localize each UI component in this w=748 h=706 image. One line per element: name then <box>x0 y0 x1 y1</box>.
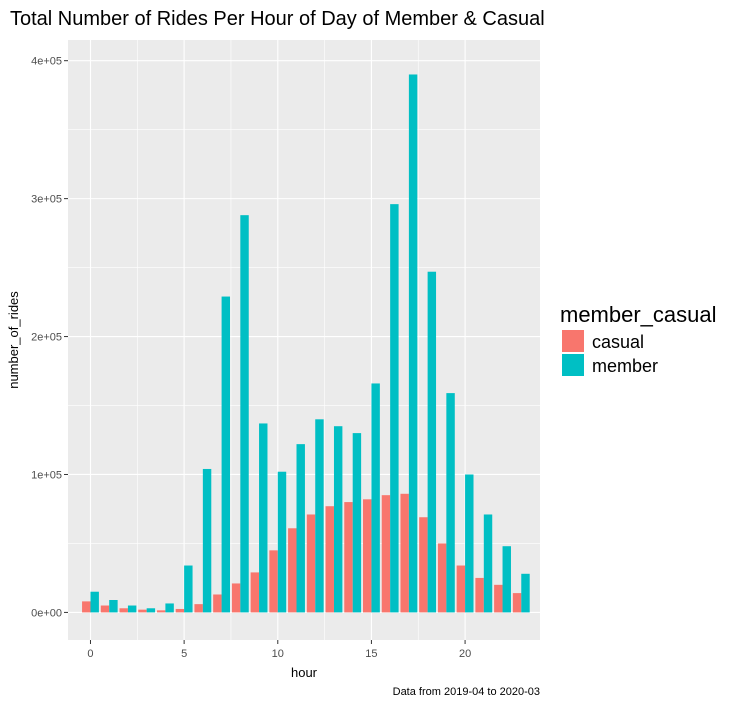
bar-casual-hour-17 <box>400 493 409 613</box>
bar-casual-hour-8 <box>231 583 241 613</box>
x-axis-title: hour <box>291 665 318 680</box>
bar-member-hour-12 <box>315 419 324 613</box>
bar-member-hour-21 <box>483 514 493 613</box>
bar-member-hour-23 <box>521 573 530 613</box>
bar-casual-hour-20 <box>456 565 466 613</box>
bars <box>82 74 530 613</box>
bar-casual-hour-23 <box>512 593 522 613</box>
bar-member-hour-5 <box>184 565 193 613</box>
legend-label-member: member <box>592 356 658 376</box>
bar-casual-hour-13 <box>325 506 334 613</box>
legend: member_casual casual member <box>560 302 717 376</box>
bar-member-hour-2 <box>127 605 137 613</box>
bar-member-hour-10 <box>277 471 287 613</box>
bar-member-hour-14 <box>352 433 362 613</box>
bar-member-hour-6 <box>202 468 212 613</box>
bar-member-hour-9 <box>259 423 268 613</box>
bar-member-hour-16 <box>390 204 399 613</box>
bar-member-hour-7 <box>221 296 231 613</box>
bar-casual-hour-21 <box>475 577 484 613</box>
bar-member-hour-19 <box>446 393 455 613</box>
bar-casual-hour-18 <box>419 517 428 613</box>
legend-swatch-casual <box>562 330 584 352</box>
legend-label-casual: casual <box>592 332 644 352</box>
legend-items: casual member <box>562 330 658 376</box>
legend-title: member_casual <box>560 302 717 327</box>
bar-member-hour-4 <box>165 603 174 613</box>
bar-casual-hour-7 <box>213 594 222 613</box>
bar-casual-hour-5 <box>175 608 185 613</box>
x-tick-label: 20 <box>459 648 471 660</box>
bar-member-hour-1 <box>109 600 118 613</box>
x-tick-label: 15 <box>365 648 377 660</box>
caption: Data from 2019-04 to 2020-03 <box>393 686 540 698</box>
bar-casual-hour-16 <box>381 495 391 613</box>
bar-member-hour-20 <box>465 474 474 613</box>
y-axis-title: number_of_rides <box>6 291 21 389</box>
bar-member-hour-17 <box>408 74 418 613</box>
legend-swatch-member <box>562 354 584 376</box>
bar-casual-hour-12 <box>306 514 316 613</box>
bar-casual-hour-14 <box>344 502 353 613</box>
bar-member-hour-11 <box>296 444 305 613</box>
x-tick-label: 5 <box>181 648 187 660</box>
y-axis: 0e+00 1e+05 2e+05 3e+05 4e+05 <box>31 56 68 619</box>
bar-casual-hour-1 <box>100 605 110 613</box>
bar-casual-hour-3 <box>138 609 147 613</box>
x-tick-label: 10 <box>272 648 284 660</box>
y-tick-label: 1e+05 <box>31 469 62 481</box>
bar-member-hour-22 <box>502 546 511 613</box>
bar-member-hour-0 <box>90 591 99 613</box>
bar-member-hour-8 <box>240 215 249 613</box>
y-tick-label: 4e+05 <box>31 56 62 68</box>
bar-casual-hour-22 <box>494 584 503 613</box>
bar-casual-hour-2 <box>119 608 128 613</box>
bar-member-hour-18 <box>427 271 437 613</box>
minor-gridlines <box>68 40 540 640</box>
bar-casual-hour-9 <box>250 572 260 613</box>
bar-casual-hour-6 <box>194 604 203 613</box>
x-tick-label: 0 <box>87 648 93 660</box>
bar-member-hour-13 <box>333 426 343 613</box>
bar-casual-hour-11 <box>288 528 297 613</box>
bar-member-hour-3 <box>146 608 156 613</box>
bar-casual-hour-10 <box>269 550 278 613</box>
bar-casual-hour-15 <box>363 499 372 613</box>
bar-casual-hour-0 <box>82 601 91 613</box>
bar-member-hour-15 <box>371 383 380 613</box>
y-tick-label: 3e+05 <box>31 194 62 206</box>
y-tick-label: 0e+00 <box>31 607 62 619</box>
bar-casual-hour-19 <box>437 543 447 613</box>
bar-casual-hour-4 <box>156 610 166 613</box>
y-tick-label: 2e+05 <box>31 332 62 344</box>
x-axis: 0 5 10 15 20 <box>87 640 471 660</box>
chart-title: Total Number of Rides Per Hour of Day of… <box>10 8 545 30</box>
